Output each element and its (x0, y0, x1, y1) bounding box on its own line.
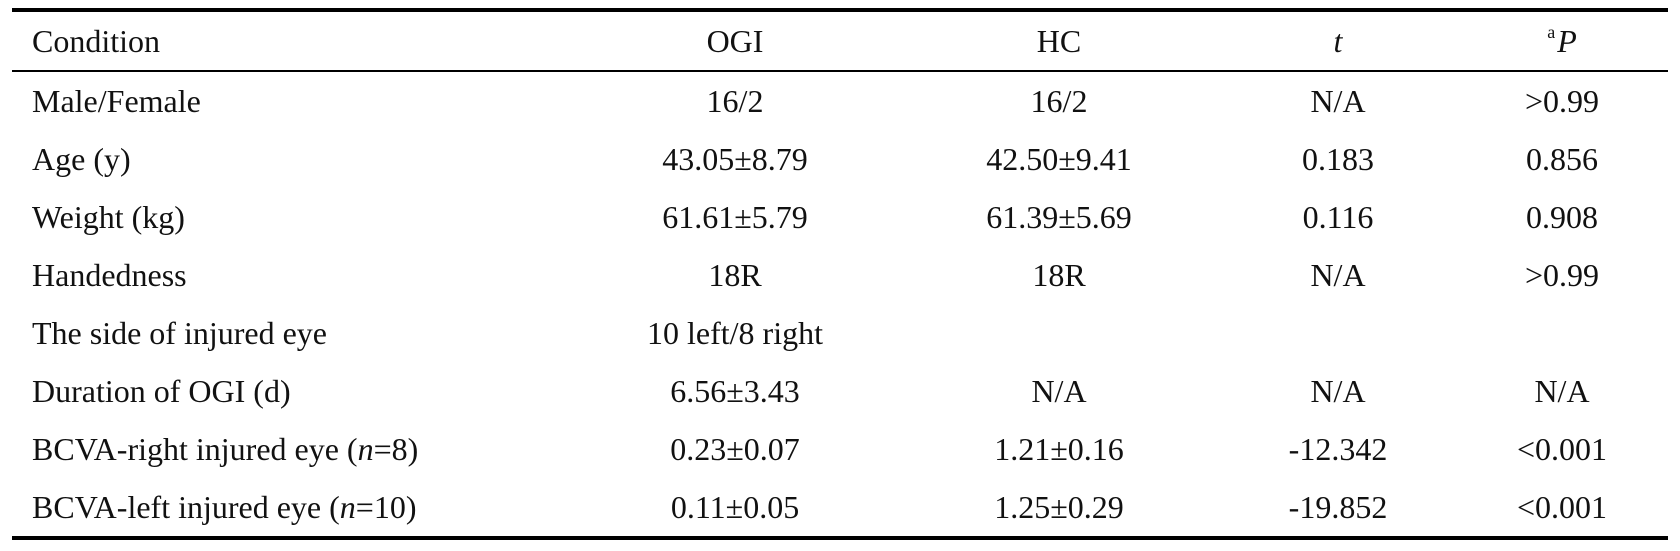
table-row: BCVA-right injured eye (n=8) 0.23±0.07 1… (12, 420, 1668, 478)
demographics-table: Condition OGI HC t aP Male/Female 16/2 1… (12, 8, 1668, 540)
cell-ogi: 10 left/8 right (647, 314, 823, 351)
header-ogi: OGI (706, 22, 764, 59)
table-row: Duration of OGI (d) 6.56±3.43 N/A N/A N/… (12, 362, 1668, 420)
cell-hc: 1.21±0.16 (994, 430, 1124, 467)
cell-hc: 42.50±9.41 (986, 140, 1132, 177)
row-label: BCVA-right injured eye (n=8) (12, 420, 572, 478)
row-label: Age (y) (32, 140, 131, 177)
cell-hc: 16/2 (1030, 82, 1088, 119)
cell-t: N/A (1310, 256, 1366, 293)
header-t: t (1333, 22, 1343, 59)
row-label: BCVA-left injured eye (n=10) (12, 478, 572, 538)
row-label-count: =10) (355, 488, 417, 525)
cell-hc: 18R (1032, 256, 1086, 293)
row-label: Weight (kg) (32, 198, 185, 235)
header-p: aP (1456, 10, 1668, 71)
header-row: Condition OGI HC t aP (12, 10, 1668, 71)
table-row: The side of injured eye 10 left/8 right (12, 304, 1668, 362)
cell-p: 0.856 (1526, 140, 1598, 177)
cell-t: 0.183 (1302, 140, 1374, 177)
cell-hc (898, 304, 1220, 362)
table-body: Male/Female 16/2 16/2 N/A >0.99 Age (y) … (12, 71, 1668, 538)
table-header: Condition OGI HC t aP (12, 10, 1668, 71)
cell-t: 0.116 (1302, 198, 1374, 235)
row-label-text: BCVA-right injured eye ( (32, 430, 358, 467)
cell-p: 0.908 (1526, 198, 1598, 235)
row-label-text: BCVA-left injured eye ( (32, 488, 340, 525)
cell-p: <0.001 (1516, 488, 1608, 525)
cell-hc: 61.39±5.69 (986, 198, 1132, 235)
cell-hc: N/A (1031, 372, 1087, 409)
row-label: Handedness (32, 256, 187, 293)
cell-t: -12.342 (1288, 430, 1388, 467)
cell-ogi: 43.05±8.79 (662, 140, 808, 177)
header-condition: Condition (32, 22, 161, 59)
header-p-label: P (1557, 23, 1577, 59)
cell-ogi: 16/2 (706, 82, 764, 119)
table-row: Handedness 18R 18R N/A >0.99 (12, 246, 1668, 304)
row-label: The side of injured eye (32, 314, 327, 351)
row-label-count: =8) (373, 430, 419, 467)
cell-t: N/A (1310, 372, 1366, 409)
cell-t (1220, 304, 1456, 362)
cell-p: <0.001 (1516, 430, 1608, 467)
header-hc: HC (1036, 22, 1082, 59)
cell-p: >0.99 (1524, 82, 1600, 119)
cell-ogi: 18R (708, 256, 762, 293)
row-label: Male/Female (32, 82, 201, 119)
cell-ogi: 0.11±0.05 (670, 488, 800, 525)
cell-p (1456, 304, 1668, 362)
row-label-n: n (357, 430, 374, 467)
table-row: BCVA-left injured eye (n=10) 0.11±0.05 1… (12, 478, 1668, 538)
cell-t: N/A (1310, 82, 1366, 119)
cell-ogi: 6.56±3.43 (670, 372, 800, 409)
table-row: Male/Female 16/2 16/2 N/A >0.99 (12, 71, 1668, 130)
table-row: Weight (kg) 61.61±5.79 61.39±5.69 0.116 … (12, 188, 1668, 246)
cell-ogi: 0.23±0.07 (670, 430, 800, 467)
table-row: Age (y) 43.05±8.79 42.50±9.41 0.183 0.85… (12, 130, 1668, 188)
row-label: Duration of OGI (d) (32, 372, 291, 409)
cell-hc: 1.25±0.29 (994, 488, 1124, 525)
cell-p: N/A (1534, 372, 1590, 409)
header-p-superscript: a (1547, 22, 1556, 42)
row-label-n: n (339, 488, 356, 525)
demographics-table-container: Condition OGI HC t aP Male/Female 16/2 1… (12, 8, 1668, 540)
cell-p: >0.99 (1524, 256, 1600, 293)
cell-ogi: 61.61±5.79 (662, 198, 808, 235)
cell-t: -19.852 (1288, 488, 1388, 525)
